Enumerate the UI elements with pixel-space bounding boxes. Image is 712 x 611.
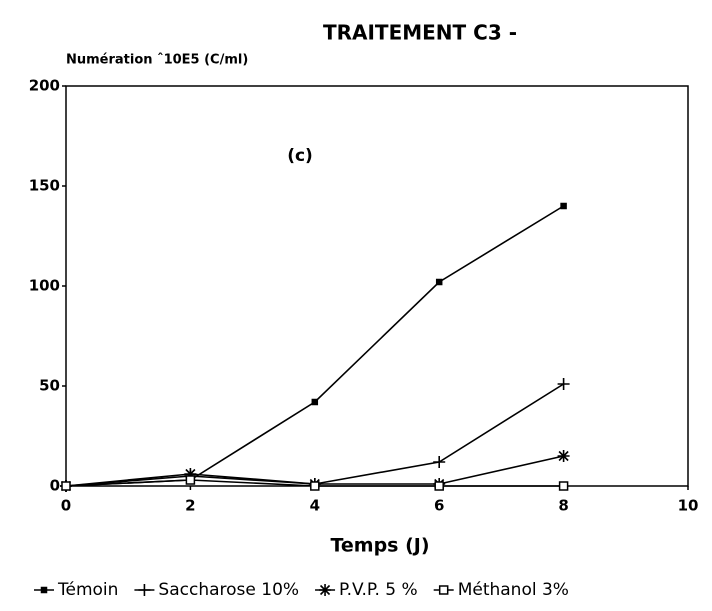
x-tick-label: 6 — [434, 497, 444, 515]
x-tick-label: 2 — [185, 497, 195, 515]
marker — [185, 475, 196, 485]
y-axis-label: Numération ˆ10E5 (C/ml) — [66, 53, 248, 68]
legend-label: Saccharose 10% — [158, 580, 299, 600]
plot-frame — [65, 85, 689, 487]
y-tick-label: 200 — [29, 77, 60, 95]
series-line — [65, 205, 565, 487]
marker — [61, 481, 71, 491]
marker — [557, 378, 570, 390]
marker — [557, 450, 570, 462]
marker — [435, 278, 443, 286]
x-tick-label: 8 — [558, 497, 568, 515]
marker — [560, 202, 567, 210]
marker — [311, 398, 319, 406]
legend-marker — [319, 584, 332, 596]
legend-label: Témoin — [57, 580, 118, 600]
chart-title: TRAITEMENT C3 - — [323, 21, 517, 45]
legend-label: P.V.P. 5 % — [339, 580, 418, 600]
x-tick-label: 0 — [61, 497, 71, 515]
marker — [434, 481, 444, 491]
legend-marker — [40, 586, 48, 594]
marker — [184, 468, 197, 480]
legend-label: Méthanol 3% — [458, 580, 569, 600]
x-tick-label: 4 — [310, 497, 320, 515]
marker — [433, 456, 446, 468]
y-tick-label: 100 — [29, 277, 60, 295]
legend-marker — [438, 585, 449, 595]
x-tick-label: 10 — [678, 497, 699, 515]
marker — [558, 481, 569, 491]
y-tick-label: 0 — [50, 477, 60, 495]
y-tick-label: 150 — [29, 177, 60, 195]
annotation: (c) — [287, 146, 313, 166]
marker — [310, 481, 320, 491]
legend-marker — [138, 584, 151, 596]
x-axis-label: Temps (J) — [330, 535, 429, 557]
y-tick-label: 50 — [39, 377, 60, 395]
